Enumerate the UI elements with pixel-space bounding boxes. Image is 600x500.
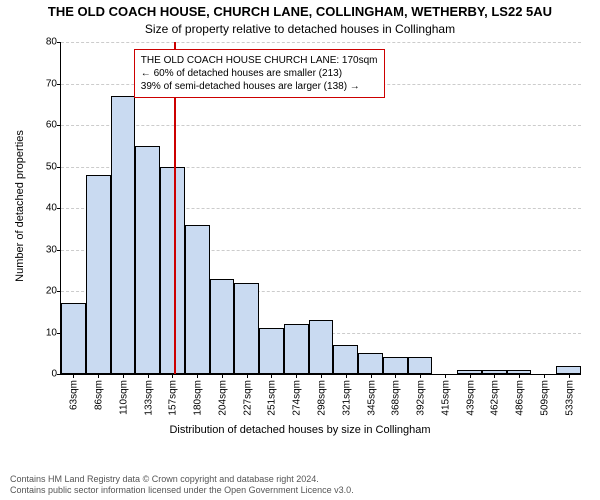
x-tick-label: 486sqm xyxy=(513,380,526,416)
histogram-bar xyxy=(185,225,210,374)
histogram-bar xyxy=(234,283,259,374)
page-subtitle: Size of property relative to detached ho… xyxy=(0,22,600,36)
grid-line xyxy=(61,125,581,126)
x-tick-label: 274sqm xyxy=(290,380,303,416)
x-tick-mark xyxy=(98,374,99,378)
histogram-bar xyxy=(408,357,433,374)
x-tick-label: 63sqm xyxy=(67,380,80,410)
footer-text: Contains HM Land Registry data © Crown c… xyxy=(10,474,354,496)
y-tick-mark xyxy=(57,167,61,168)
x-tick-mark xyxy=(371,374,372,378)
histogram-bar xyxy=(556,366,581,374)
chart-plot-area: 0102030405060708063sqm86sqm110sqm133sqm1… xyxy=(60,42,581,375)
x-tick-mark xyxy=(271,374,272,378)
page-title: THE OLD COACH HOUSE, CHURCH LANE, COLLIN… xyxy=(0,4,600,19)
x-tick-mark xyxy=(420,374,421,378)
y-tick-mark xyxy=(57,374,61,375)
histogram-bar xyxy=(160,167,185,375)
x-tick-label: 368sqm xyxy=(389,380,402,416)
x-axis-label: Distribution of detached houses by size … xyxy=(0,424,600,436)
x-tick-label: 462sqm xyxy=(488,380,501,416)
y-axis-label: Number of detached properties xyxy=(14,40,26,372)
x-tick-mark xyxy=(544,374,545,378)
histogram-bar xyxy=(309,320,334,374)
histogram-bar xyxy=(61,303,86,374)
x-tick-label: 509sqm xyxy=(537,380,550,416)
x-tick-label: 439sqm xyxy=(463,380,476,416)
histogram-bar xyxy=(210,279,235,374)
histogram-bar xyxy=(358,353,383,374)
x-tick-label: 227sqm xyxy=(240,380,253,416)
x-tick-mark xyxy=(73,374,74,378)
y-tick-mark xyxy=(57,125,61,126)
x-tick-label: 86sqm xyxy=(92,380,105,410)
histogram-bar xyxy=(333,345,358,374)
x-tick-mark xyxy=(222,374,223,378)
x-tick-mark xyxy=(247,374,248,378)
x-tick-label: 415sqm xyxy=(438,380,451,416)
histogram-bar xyxy=(86,175,111,374)
x-tick-label: 251sqm xyxy=(265,380,278,416)
x-tick-mark xyxy=(494,374,495,378)
grid-line xyxy=(61,42,581,43)
x-tick-label: 345sqm xyxy=(364,380,377,416)
x-tick-mark xyxy=(470,374,471,378)
x-tick-mark xyxy=(519,374,520,378)
y-tick-mark xyxy=(57,84,61,85)
histogram-bar xyxy=(284,324,309,374)
legend-box: THE OLD COACH HOUSE CHURCH LANE: 170sqm←… xyxy=(134,49,385,98)
x-tick-mark xyxy=(148,374,149,378)
y-tick-mark xyxy=(57,208,61,209)
legend-line: THE OLD COACH HOUSE CHURCH LANE: 170sqm xyxy=(141,54,378,67)
footer-line-2: Contains public sector information licen… xyxy=(10,485,354,496)
x-tick-mark xyxy=(346,374,347,378)
x-tick-label: 204sqm xyxy=(215,380,228,416)
footer-line-1: Contains HM Land Registry data © Crown c… xyxy=(10,474,354,485)
y-tick-mark xyxy=(57,291,61,292)
x-tick-label: 133sqm xyxy=(141,380,154,416)
y-tick-mark xyxy=(57,42,61,43)
x-tick-mark xyxy=(445,374,446,378)
x-tick-label: 157sqm xyxy=(166,380,179,416)
histogram-bar xyxy=(383,357,408,374)
histogram-bar xyxy=(259,328,284,374)
x-tick-label: 180sqm xyxy=(191,380,204,416)
legend-line: ← 60% of detached houses are smaller (21… xyxy=(141,67,378,80)
y-tick-mark xyxy=(57,250,61,251)
x-tick-label: 110sqm xyxy=(116,380,129,415)
x-tick-label: 321sqm xyxy=(339,380,352,416)
x-tick-mark xyxy=(296,374,297,378)
x-tick-mark xyxy=(569,374,570,378)
x-tick-mark xyxy=(395,374,396,378)
x-tick-mark xyxy=(197,374,198,378)
histogram-bar xyxy=(111,96,136,374)
x-tick-label: 298sqm xyxy=(315,380,328,416)
x-tick-label: 533sqm xyxy=(562,380,575,416)
histogram-bar xyxy=(135,146,160,374)
legend-line: 39% of semi-detached houses are larger (… xyxy=(141,80,378,93)
x-tick-label: 392sqm xyxy=(414,380,427,416)
x-tick-mark xyxy=(123,374,124,378)
x-tick-mark xyxy=(321,374,322,378)
x-tick-mark xyxy=(172,374,173,378)
